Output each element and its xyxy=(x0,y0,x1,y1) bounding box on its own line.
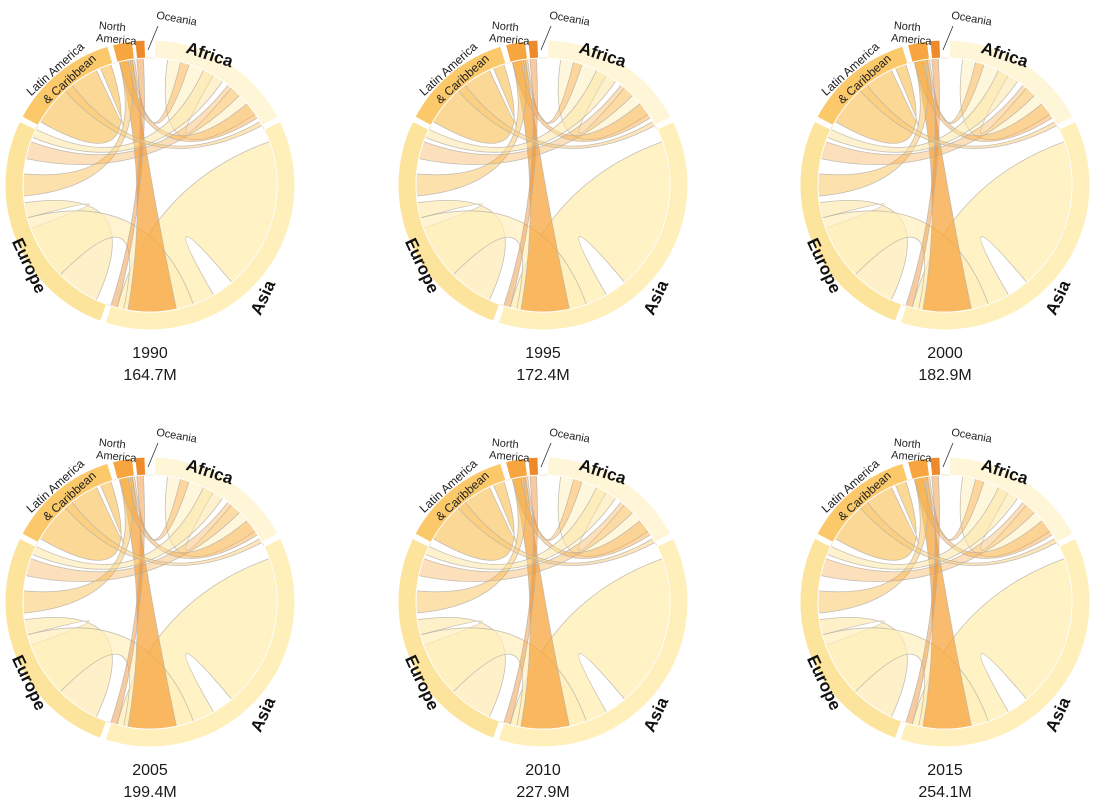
panel-year: 2000 xyxy=(927,345,963,362)
chord-panel-2010: Africa Asia Europe Latin America & Caribbean… xyxy=(393,417,693,807)
region-arc-north xyxy=(906,40,931,63)
label-north-america-line2: America xyxy=(891,32,933,48)
label-oceania: Oceania xyxy=(155,10,198,29)
region-arc-latin xyxy=(21,45,114,127)
chord-ribbons xyxy=(415,57,671,313)
region-arc-oceania xyxy=(134,456,147,477)
label-north-america-line2: America xyxy=(96,32,138,48)
panel-total: 254.1M xyxy=(918,784,972,801)
region-arc-asia xyxy=(497,120,689,331)
region-arc-europe xyxy=(4,537,108,739)
label-north-america-line2: America xyxy=(891,449,933,465)
region-arc-asia xyxy=(104,120,296,331)
panel-total: 227.9M xyxy=(516,784,570,801)
chord-panel-1995: Africa Asia Europe Latin America & Caribbean… xyxy=(393,0,693,390)
region-arc-africa xyxy=(546,456,672,544)
panel-total: 199.4M xyxy=(123,784,177,801)
region-arcs xyxy=(4,456,296,748)
region-arc-africa xyxy=(948,456,1074,544)
region-arc-oceania xyxy=(929,39,942,60)
panel-year: 2005 xyxy=(132,762,168,779)
region-arc-oceania xyxy=(134,39,147,60)
chord-ribbons xyxy=(415,474,671,730)
oceania-leader-line xyxy=(942,25,954,51)
region-arcs xyxy=(799,456,1091,748)
chord-ribbons xyxy=(22,57,278,313)
chord-panel-2005: Africa Asia Europe Latin America & Caribbean… xyxy=(0,417,300,807)
oceania-leader-line xyxy=(147,442,159,468)
chord-panel-2015: Africa Asia Europe Latin America & Caribbean… xyxy=(795,417,1094,807)
panel-year: 2015 xyxy=(927,762,963,779)
region-arc-asia xyxy=(899,537,1091,748)
region-arc-north xyxy=(504,457,529,480)
region-arc-north xyxy=(504,40,529,63)
region-arc-africa xyxy=(153,456,279,544)
region-arc-oceania xyxy=(929,456,942,477)
chord-ribbons xyxy=(817,474,1073,730)
region-arcs xyxy=(799,39,1091,331)
region-arc-europe xyxy=(799,120,903,322)
label-north-america-line1: North xyxy=(98,437,126,451)
label-north-america-line2: America xyxy=(96,449,138,465)
region-arc-north xyxy=(906,457,931,480)
region-arcs xyxy=(397,456,689,748)
chord-panel-2000: Africa Asia Europe Latin America & Caribbean… xyxy=(795,0,1094,390)
panel-total: 182.9M xyxy=(918,367,972,384)
region-arc-oceania xyxy=(527,39,540,60)
label-north-america-line1: North xyxy=(98,20,126,34)
region-arc-north xyxy=(111,40,136,63)
region-arc-latin xyxy=(816,462,909,544)
label-oceania: Oceania xyxy=(548,427,591,446)
region-arc-asia xyxy=(497,537,689,748)
label-north-america-line1: North xyxy=(491,20,519,34)
oceania-leader-line xyxy=(147,25,159,51)
region-arc-north xyxy=(111,457,136,480)
region-arc-africa xyxy=(153,39,279,127)
panel-total: 172.4M xyxy=(516,367,570,384)
label-north-america-line2: America xyxy=(489,32,531,48)
label-oceania: Oceania xyxy=(548,10,591,29)
chord-ribbons xyxy=(817,57,1073,313)
label-north-america-line1: North xyxy=(491,437,519,451)
oceania-leader-line xyxy=(942,442,954,468)
region-arc-europe xyxy=(397,120,501,322)
region-arc-latin xyxy=(21,462,114,544)
region-arc-europe xyxy=(799,537,903,739)
region-arc-europe xyxy=(4,120,108,322)
label-oceania: Oceania xyxy=(155,427,198,446)
label-north-america-line1: North xyxy=(893,20,921,34)
label-north-america-line1: North xyxy=(893,437,921,451)
label-north-america-line2: America xyxy=(489,449,531,465)
panel-total: 164.7M xyxy=(123,367,177,384)
label-oceania: Oceania xyxy=(950,10,993,29)
chord-panel-1990: Africa Asia Europe Latin America & Caribbean… xyxy=(0,0,300,390)
region-arc-europe xyxy=(397,537,501,739)
region-arc-africa xyxy=(948,39,1074,127)
panel-year: 1990 xyxy=(132,345,168,362)
region-arcs xyxy=(397,39,689,331)
region-arc-asia xyxy=(104,537,296,748)
region-arc-latin xyxy=(816,45,909,127)
region-arc-latin xyxy=(414,45,507,127)
label-oceania: Oceania xyxy=(950,427,993,446)
chord-ribbons xyxy=(22,474,278,730)
panel-year: 1995 xyxy=(525,345,561,362)
oceania-leader-line xyxy=(540,442,552,468)
region-arc-africa xyxy=(546,39,672,127)
region-arcs xyxy=(4,39,296,331)
oceania-leader-line xyxy=(540,25,552,51)
region-arc-oceania xyxy=(527,456,540,477)
region-arc-asia xyxy=(899,120,1091,331)
panel-year: 2010 xyxy=(525,762,561,779)
region-arc-latin xyxy=(414,462,507,544)
